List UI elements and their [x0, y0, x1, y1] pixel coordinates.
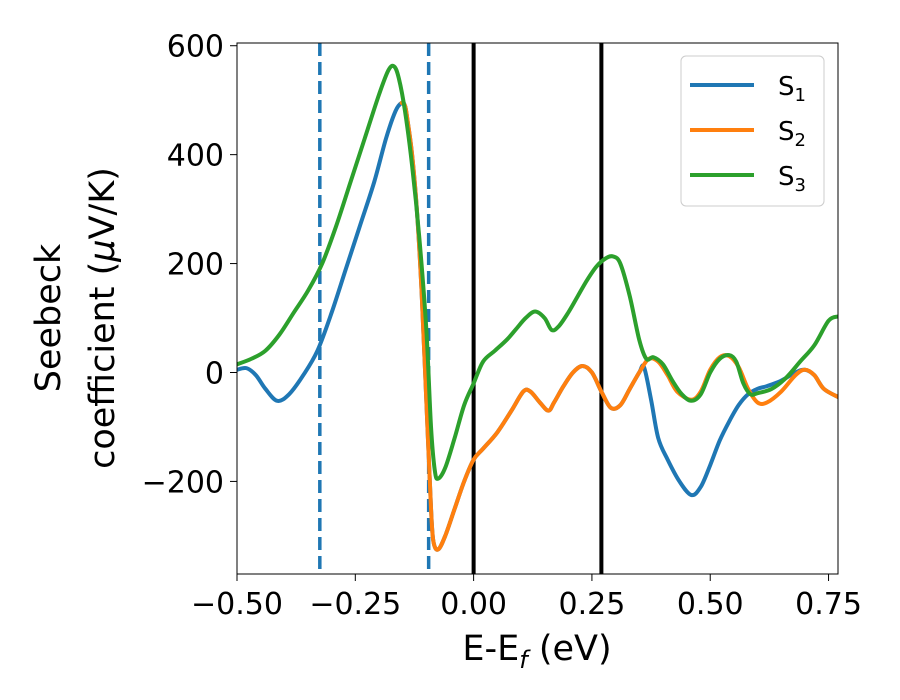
x-tick-label: 0.00 — [440, 587, 507, 622]
x-axis-ticks: −0.50 −0.25 0.00 0.25 0.50 0.75 — [191, 574, 862, 622]
y-tick-label: 400 — [167, 139, 224, 174]
x-axis-label: E-Ef (eV) — [462, 629, 611, 674]
x-tick-label: 0.50 — [677, 587, 744, 622]
y-axis-label-line2: coefficient (μV/K) — [83, 167, 123, 469]
y-tick-label: −200 — [142, 465, 224, 500]
series-line-s2 — [399, 100, 838, 552]
x-tick-label: 0.25 — [559, 587, 626, 622]
series-line-s3 — [237, 63, 838, 481]
plot-frame — [236, 42, 839, 575]
x-tick-label: −0.25 — [309, 587, 401, 622]
y-axis-ticks: −200 0 200 400 600 — [142, 30, 237, 500]
y-axis-label-line1: Seebeck — [29, 243, 69, 392]
legend-label-s3: S3 — [778, 162, 806, 196]
series-lines — [237, 63, 838, 552]
legend: S1 S2 S3 — [680, 55, 825, 207]
y-tick-label: 200 — [167, 248, 224, 283]
x-tick-label: −0.50 — [191, 587, 283, 622]
legend-label-s2: S2 — [778, 117, 806, 151]
legend-label-s1: S1 — [778, 72, 806, 106]
y-tick-label: 600 — [167, 30, 224, 65]
x-tick-label: 0.75 — [795, 587, 862, 622]
y-tick-label: 0 — [205, 356, 224, 391]
y-axis-label: Seebeck coefficient (μV/K) — [29, 167, 123, 469]
